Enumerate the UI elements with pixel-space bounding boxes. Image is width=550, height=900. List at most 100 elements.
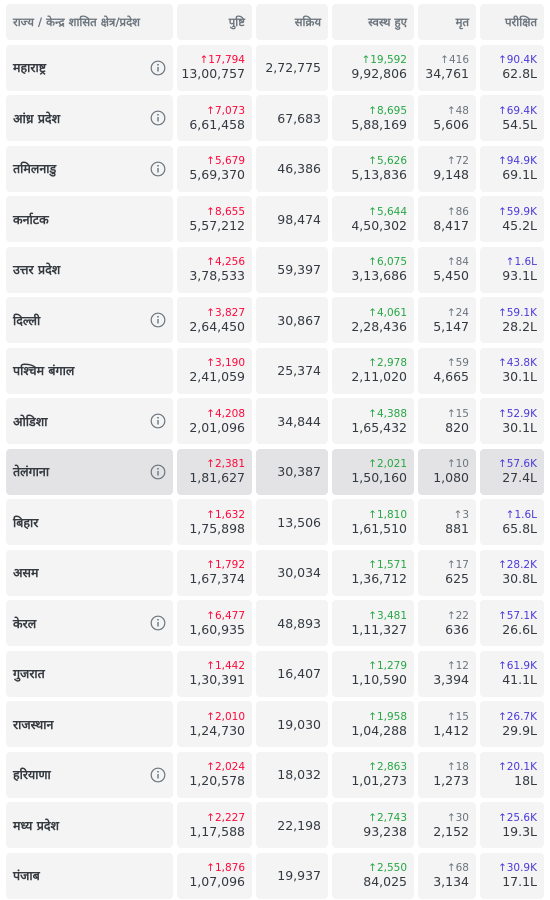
active-cell: 67,683	[256, 95, 328, 141]
tested-delta: ↑90.4K	[497, 54, 537, 66]
deceased-delta: ↑18	[446, 761, 469, 773]
confirmed-value: 1,60,935	[189, 621, 245, 637]
state-cell[interactable]: असम	[6, 549, 173, 596]
tested-cell: ↑26.7K 29.9L	[480, 701, 544, 747]
confirmed-cell: ↑1,792 1,67,374	[177, 549, 252, 596]
header-cell[interactable]: सक्रिय	[256, 4, 328, 40]
confirmed-cell: ↑17,794 13,00,757	[177, 44, 252, 91]
deceased-value: 636	[445, 621, 469, 637]
info-icon[interactable]	[150, 161, 166, 177]
tested-cell: ↑28.2K 30.8L	[480, 549, 544, 596]
recovered-cell: ↑5,644 4,50,302	[332, 196, 414, 242]
recovered-delta: ↑8,695	[368, 104, 407, 117]
state-cell[interactable]: पंजाब	[6, 852, 173, 899]
state-cell[interactable]: आंध्र प्रदेश	[6, 95, 173, 141]
deceased-cell: ↑10 1,080	[418, 448, 476, 495]
confirmed-delta: ↑2,227	[206, 811, 245, 824]
active-cell: 16,407	[256, 650, 328, 697]
info-icon[interactable]	[150, 110, 166, 126]
recovered-delta: ↑1,810	[368, 508, 407, 521]
deceased-value: 1,080	[433, 470, 469, 485]
state-cell[interactable]: राजस्थान	[6, 701, 173, 747]
state-cell[interactable]: तेलंगाना	[6, 448, 173, 495]
active-cell: 98,474	[256, 196, 328, 242]
recovered-delta: ↑2,863	[368, 761, 407, 773]
state-cell[interactable]: हरियाणा	[6, 751, 173, 798]
header-cell[interactable]: राज्य / केन्द्र शासित क्षेत्र/प्रदेश	[6, 4, 173, 40]
confirmed-delta: ↑5,679	[206, 155, 245, 167]
state-cell[interactable]: दिल्ली	[6, 297, 173, 343]
info-icon[interactable]	[150, 413, 166, 429]
info-icon[interactable]	[150, 464, 166, 480]
deceased-cell: ↑84 5,450	[418, 246, 476, 293]
confirmed-cell: ↑1,442 1,30,391	[177, 650, 252, 697]
deceased-value: 34,761	[425, 66, 469, 81]
deceased-value: 3,394	[433, 672, 469, 687]
state-cell[interactable]: केरल	[6, 600, 173, 646]
deceased-delta: ↑84	[446, 256, 469, 268]
state-name: दिल्ली	[13, 312, 41, 328]
tested-cell: ↑20.1K 18L	[480, 751, 544, 798]
state-cell[interactable]: गुजरात	[6, 650, 173, 697]
state-cell[interactable]: तमिलनाडु	[6, 145, 173, 192]
header-label: स्वस्थ हुए	[368, 14, 407, 29]
recovered-value: 5,13,836	[351, 167, 407, 182]
header-cell[interactable]: मृत	[418, 4, 476, 40]
info-icon[interactable]	[150, 615, 166, 631]
recovered-delta: ↑2,550	[368, 862, 407, 874]
state-cell[interactable]: उत्तर प्रदेश	[6, 246, 173, 293]
recovered-value: 1,36,712	[351, 571, 407, 586]
active-cell: 48,893	[256, 600, 328, 646]
info-icon[interactable]	[150, 60, 166, 76]
info-icon[interactable]	[150, 767, 166, 783]
tested-cell: ↑43.8K 30.1L	[480, 347, 544, 394]
deceased-delta: ↑72	[446, 155, 469, 167]
state-cell[interactable]: बिहार	[6, 499, 173, 545]
tested-value: 28.2L	[502, 318, 537, 334]
tested-cell: ↑1.6L 65.8L	[480, 499, 544, 545]
tested-cell: ↑59.9K 45.2L	[480, 196, 544, 242]
confirmed-value: 1,75,898	[189, 520, 245, 536]
recovered-value: 1,11,327	[351, 621, 407, 637]
state-cell[interactable]: पश्चिम बंगाल	[6, 347, 173, 394]
active-value: 19,030	[277, 716, 321, 732]
tested-cell: ↑69.4K 54.5L	[480, 95, 544, 141]
state-cell[interactable]: कर्नाटक	[6, 196, 173, 242]
active-cell: 19,937	[256, 852, 328, 899]
tested-delta: ↑20.1K	[497, 761, 537, 773]
tested-value: 30.1L	[502, 369, 537, 384]
active-value: 30,034	[277, 565, 321, 580]
state-cell[interactable]: ओडिशा	[6, 398, 173, 444]
active-value: 98,474	[277, 211, 321, 227]
tested-value: 17.1L	[502, 874, 537, 889]
confirmed-delta: ↑1,442	[206, 660, 245, 672]
recovered-cell: ↑2,743 93,238	[332, 802, 414, 848]
state-name: तमिलनाडु	[13, 161, 57, 176]
recovered-value: 4,50,302	[351, 217, 407, 233]
recovered-value: 84,025	[363, 874, 407, 889]
active-value: 34,844	[277, 413, 321, 429]
deceased-value: 1,273	[433, 773, 469, 788]
tested-cell: ↑30.9K 17.1L	[480, 852, 544, 899]
header-cell[interactable]: परीक्षित	[480, 4, 544, 40]
deceased-cell: ↑72 9,148	[418, 145, 476, 192]
recovered-cell: ↑5,626 5,13,836	[332, 145, 414, 192]
state-cell[interactable]: मध्य प्रदेश	[6, 802, 173, 848]
tested-cell: ↑90.4K 62.8L	[480, 44, 544, 91]
active-cell: 22,198	[256, 802, 328, 848]
state-cell[interactable]: महाराष्ट्र	[6, 44, 173, 91]
state-name: केरल	[13, 615, 37, 631]
tested-delta: ↑30.9K	[497, 862, 537, 874]
active-value: 46,386	[277, 161, 321, 176]
recovered-value: 3,13,686	[351, 268, 407, 283]
active-cell: 30,034	[256, 549, 328, 596]
confirmed-delta: ↑17,794	[199, 54, 245, 66]
info-icon[interactable]	[150, 312, 166, 328]
tested-delta: ↑59.1K	[497, 306, 537, 319]
confirmed-cell: ↑7,073 6,61,458	[177, 95, 252, 141]
deceased-value: 5,606	[433, 116, 469, 132]
deceased-cell: ↑15 820	[418, 398, 476, 444]
header-cell[interactable]: स्वस्थ हुए	[332, 4, 414, 40]
header-cell[interactable]: पुष्टि	[177, 4, 252, 40]
